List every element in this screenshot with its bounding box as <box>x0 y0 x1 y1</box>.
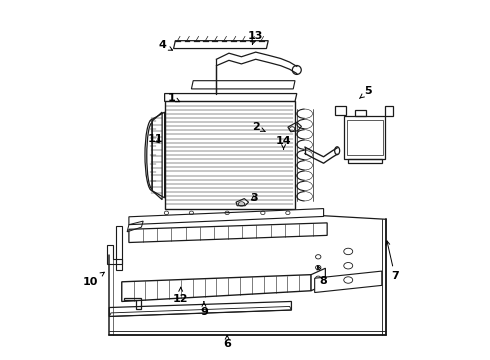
Text: 1: 1 <box>168 93 180 103</box>
Text: 8: 8 <box>317 266 327 286</box>
Polygon shape <box>173 41 268 49</box>
Polygon shape <box>122 275 311 301</box>
Polygon shape <box>311 268 325 291</box>
Text: 10: 10 <box>83 272 104 287</box>
Polygon shape <box>344 116 386 158</box>
Polygon shape <box>129 208 323 225</box>
Text: 9: 9 <box>200 302 208 317</box>
Text: 4: 4 <box>158 40 172 50</box>
Text: 12: 12 <box>173 287 189 303</box>
Text: 11: 11 <box>147 134 163 144</box>
Bar <box>347 120 383 155</box>
Polygon shape <box>192 81 295 89</box>
Polygon shape <box>315 271 382 293</box>
Text: 14: 14 <box>276 136 292 149</box>
Text: 2: 2 <box>252 122 265 132</box>
Polygon shape <box>165 94 297 102</box>
Text: 6: 6 <box>223 336 231 349</box>
Text: 5: 5 <box>360 86 372 98</box>
Text: 7: 7 <box>386 241 399 282</box>
Text: 3: 3 <box>250 193 258 203</box>
Text: 13: 13 <box>247 31 263 44</box>
Polygon shape <box>129 223 327 243</box>
